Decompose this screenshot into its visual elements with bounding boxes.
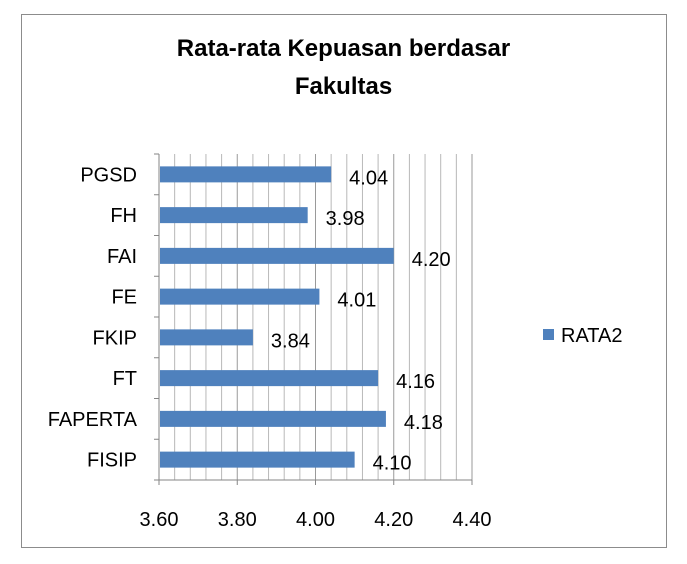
bars: [160, 166, 394, 468]
category-labels: PGSD FH FAI FE FKIP FT FAPERTA FISIP: [48, 164, 138, 471]
category-label: FAI: [107, 246, 137, 268]
data-label: 4.20: [412, 249, 451, 271]
bar-fh: [160, 207, 308, 224]
category-label: PGSD: [80, 164, 137, 186]
bar-fai: [160, 247, 394, 264]
data-label: 4.04: [349, 167, 388, 189]
category-label: FT: [113, 368, 137, 390]
axes: [154, 153, 473, 485]
bar-fe: [160, 288, 320, 305]
bar-faperta: [160, 410, 386, 427]
category-label: FAPERTA: [48, 409, 138, 431]
x-tick-label: 3.60: [140, 509, 179, 531]
data-label: 4.16: [396, 371, 435, 393]
data-label: 4.01: [337, 290, 376, 312]
x-tick-label: 3.80: [218, 509, 257, 531]
data-label: 4.18: [404, 412, 443, 434]
chart-title: Rata-rata Kepuasan berdasar Fakultas: [176, 35, 511, 100]
data-label: 4.10: [373, 453, 412, 475]
category-label: FKIP: [93, 327, 137, 349]
x-tick-label: 4.00: [296, 509, 335, 531]
legend: RATA2: [543, 325, 623, 347]
legend-swatch: [543, 329, 554, 340]
legend-label: RATA2: [561, 325, 623, 347]
bar-fkip: [160, 329, 253, 346]
data-label: 3.98: [326, 208, 365, 230]
x-tick-label: 4.20: [374, 509, 413, 531]
data-label: 3.84: [271, 330, 310, 352]
bar-ft: [160, 370, 379, 387]
category-label: FE: [111, 287, 137, 309]
category-label: FH: [110, 205, 137, 227]
x-tick-label: 4.40: [453, 509, 492, 531]
bar-fisip: [160, 451, 355, 468]
data-labels: 4.04 3.98 4.20 4.01 3.84 4.16 4.18 4.10: [271, 167, 451, 474]
x-tick-labels: 3.60 3.80 4.00 4.20 4.40: [140, 509, 492, 531]
bar-pgsd: [160, 166, 332, 183]
category-label: FISIP: [87, 450, 137, 472]
